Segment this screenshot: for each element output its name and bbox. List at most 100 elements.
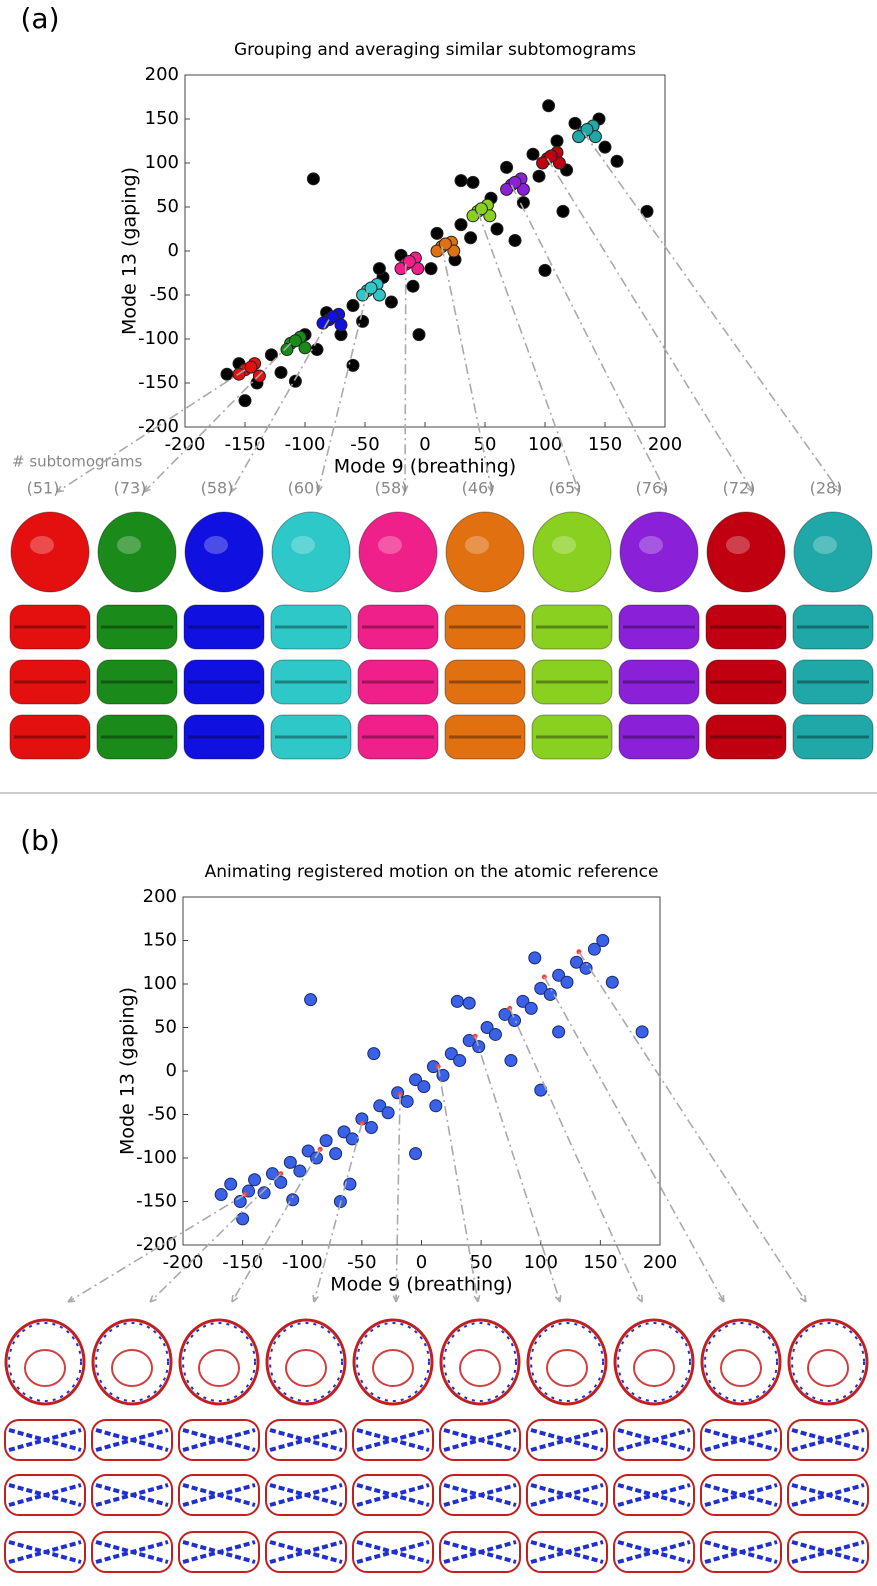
data-point	[293, 1164, 307, 1178]
density-map-side	[792, 659, 874, 705]
data-point	[372, 288, 386, 302]
atomic-model-dna-side	[617, 1428, 691, 1452]
data-point	[329, 1147, 343, 1161]
density-map-top	[619, 511, 699, 593]
atomic-model-core	[720, 1349, 762, 1387]
atomic-model-dna-side	[95, 1428, 169, 1452]
y-tick-label: 0	[166, 1060, 177, 1081]
atomic-model-core	[459, 1349, 501, 1387]
data-point	[454, 174, 468, 188]
atomic-model-dna-side	[95, 1540, 169, 1564]
group-count: (65)	[549, 479, 582, 498]
data-point	[504, 1054, 518, 1068]
atomic-model-core	[372, 1349, 414, 1387]
atomic-model-dna-side	[617, 1483, 691, 1507]
pointer-head	[833, 484, 841, 493]
pointer-head	[573, 484, 581, 493]
density-map-detail	[378, 536, 402, 554]
group-count: (46)	[462, 479, 495, 498]
density-map-side	[618, 659, 700, 705]
x-axis-label: Mode 9 (breathing)	[330, 1274, 512, 1296]
data-point	[391, 1086, 405, 1100]
data-point	[346, 299, 360, 313]
data-point	[580, 123, 594, 137]
pointer-line	[546, 158, 754, 493]
data-point	[579, 961, 593, 975]
density-map-detail	[639, 536, 663, 554]
chart-title: Animating registered motion on the atomi…	[205, 862, 659, 882]
atomic-model-dna-side	[269, 1483, 343, 1507]
data-point	[516, 182, 530, 196]
data-point	[444, 1047, 458, 1061]
pointer-head	[312, 1294, 319, 1303]
data-point	[381, 1106, 395, 1120]
data-point	[508, 1014, 522, 1028]
y-tick-label: -200	[136, 1234, 177, 1255]
data-point	[364, 1121, 378, 1135]
data-point	[412, 328, 426, 342]
atomic-model-dna-side	[704, 1428, 778, 1452]
data-point	[367, 1047, 381, 1061]
atomic-model-dna-side	[443, 1540, 517, 1564]
data-point	[356, 314, 370, 328]
x-tick-label: 50	[470, 1252, 493, 1273]
data-point	[409, 1073, 423, 1087]
pointer-line	[143, 342, 292, 493]
data-point	[257, 1186, 271, 1200]
y-tick-label: 50	[154, 1017, 177, 1038]
atomic-model-core	[24, 1349, 66, 1387]
data-point	[304, 993, 318, 1007]
pointer-head	[401, 485, 409, 493]
x-tick-label: -150	[222, 1252, 263, 1273]
y-tick-label: -150	[136, 1191, 177, 1212]
pointer-head	[56, 485, 65, 493]
density-map-detail	[204, 536, 228, 554]
x-tick-label: -100	[282, 1252, 323, 1273]
density-map-top	[706, 511, 786, 593]
pointer-line	[509, 1008, 643, 1303]
y-axis-label: Mode 13 (gaping)	[119, 167, 141, 335]
pointer-line	[231, 1148, 321, 1303]
atomic-model-dna-side	[182, 1540, 256, 1564]
atomic-model-dna-side	[182, 1483, 256, 1507]
data-point	[534, 981, 548, 995]
atomic-model-dna	[95, 1322, 169, 1402]
atomic-model-dna	[617, 1322, 691, 1402]
x-tick-label: 100	[524, 1252, 558, 1273]
data-point	[588, 130, 602, 144]
data-point	[411, 262, 425, 276]
density-map-detail	[726, 536, 750, 554]
data-point	[454, 218, 468, 232]
x-tick-label: 200	[648, 434, 682, 455]
atomic-model-dna	[269, 1322, 343, 1402]
data-point	[508, 175, 522, 189]
data-point	[236, 1212, 250, 1226]
data-point	[462, 996, 476, 1010]
atomic-model-dna	[356, 1322, 430, 1402]
atomic-model-dna-side	[182, 1428, 256, 1452]
atomic-model-dna-side	[704, 1483, 778, 1507]
pointer-line	[317, 290, 369, 493]
density-map-side	[444, 659, 526, 705]
x-tick-label: 150	[583, 1252, 617, 1273]
density-map-side	[183, 659, 265, 705]
data-point	[598, 140, 612, 154]
group-count: (58)	[201, 479, 234, 498]
atomic-model-dna	[443, 1322, 517, 1402]
density-map-detail	[30, 536, 54, 554]
density-map-side	[705, 604, 787, 650]
atomic-model-dna-side	[8, 1428, 82, 1452]
data-point	[345, 1132, 359, 1146]
data-point	[543, 987, 557, 1001]
data-point	[394, 262, 408, 276]
density-map-side	[618, 714, 700, 760]
atomic-model-dna-side	[8, 1540, 82, 1564]
x-tick-label: -200	[165, 434, 206, 455]
y-tick-label: 150	[145, 108, 179, 129]
x-tick-label: 100	[528, 434, 562, 455]
y-tick-label: 200	[143, 886, 177, 907]
data-point	[214, 1188, 228, 1202]
pointer-line	[56, 369, 246, 493]
density-map-side	[792, 714, 874, 760]
density-map-side	[531, 604, 613, 650]
